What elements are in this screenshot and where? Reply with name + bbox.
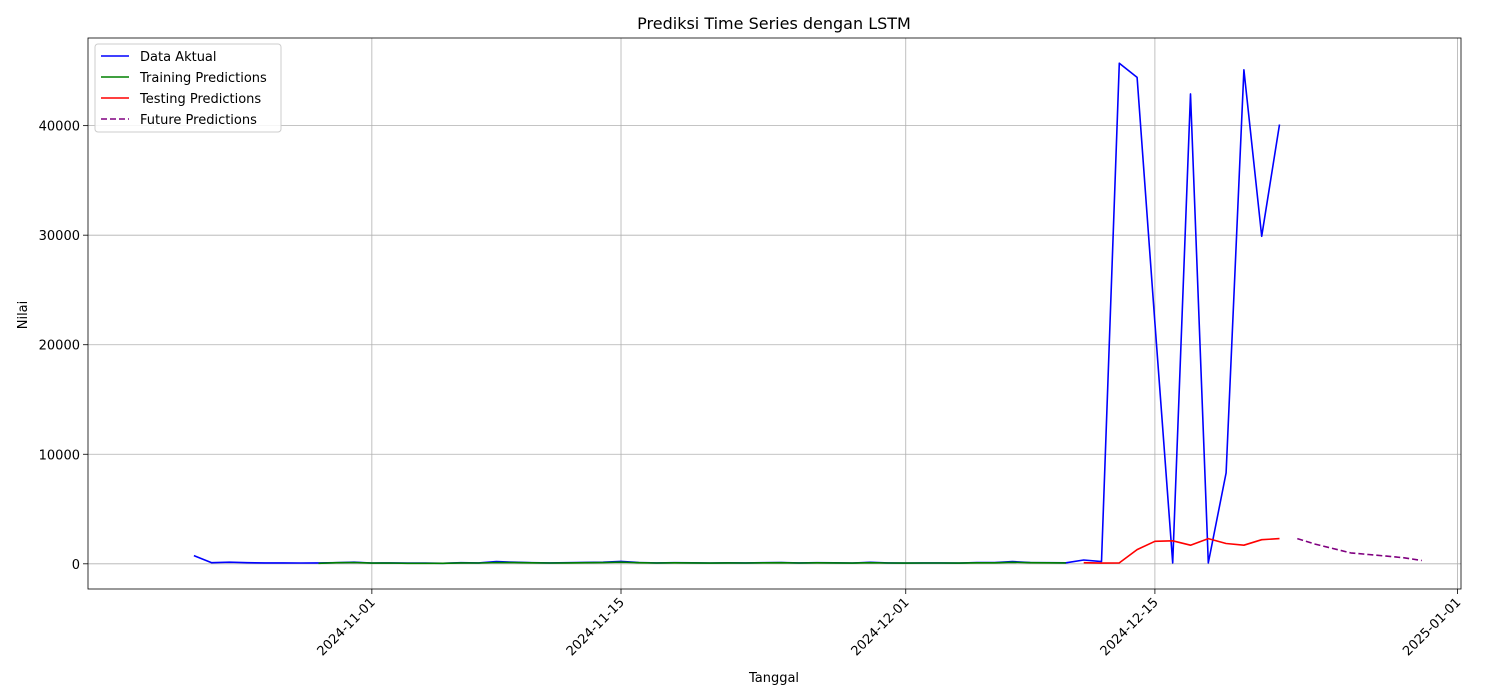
y-tick-label: 40000 xyxy=(39,120,80,135)
legend-entry-label: Training Predictions xyxy=(139,71,267,86)
y-tick-label: 20000 xyxy=(39,339,80,354)
y-axis-title: Nilai xyxy=(16,301,31,330)
y-tick-label: 0 xyxy=(72,558,80,573)
legend-entry-label: Future Predictions xyxy=(140,113,257,128)
x-axis-title: Tanggal xyxy=(748,671,799,686)
legend-entry-label: Data Aktual xyxy=(140,50,217,65)
plot-area: 2024-11-01 2024-11-15 2024-12-01 2024-12-15… xyxy=(39,37,1464,659)
series-line-3 xyxy=(1083,537,1280,564)
chart-title: Prediksi Time Series dengan LSTM xyxy=(637,14,911,33)
plot-frame xyxy=(87,37,1462,590)
series-line-2 xyxy=(318,561,1066,565)
legend-box xyxy=(94,43,282,133)
y-tick-label: 10000 xyxy=(39,448,80,463)
series-line-4 xyxy=(1297,537,1422,562)
plot-background xyxy=(88,38,1461,589)
y-tick-label: 30000 xyxy=(39,229,80,244)
legend-entry-label: Testing Predictions xyxy=(139,92,261,107)
legend: Data Aktual Training Predictions Testing P… xyxy=(94,43,282,133)
